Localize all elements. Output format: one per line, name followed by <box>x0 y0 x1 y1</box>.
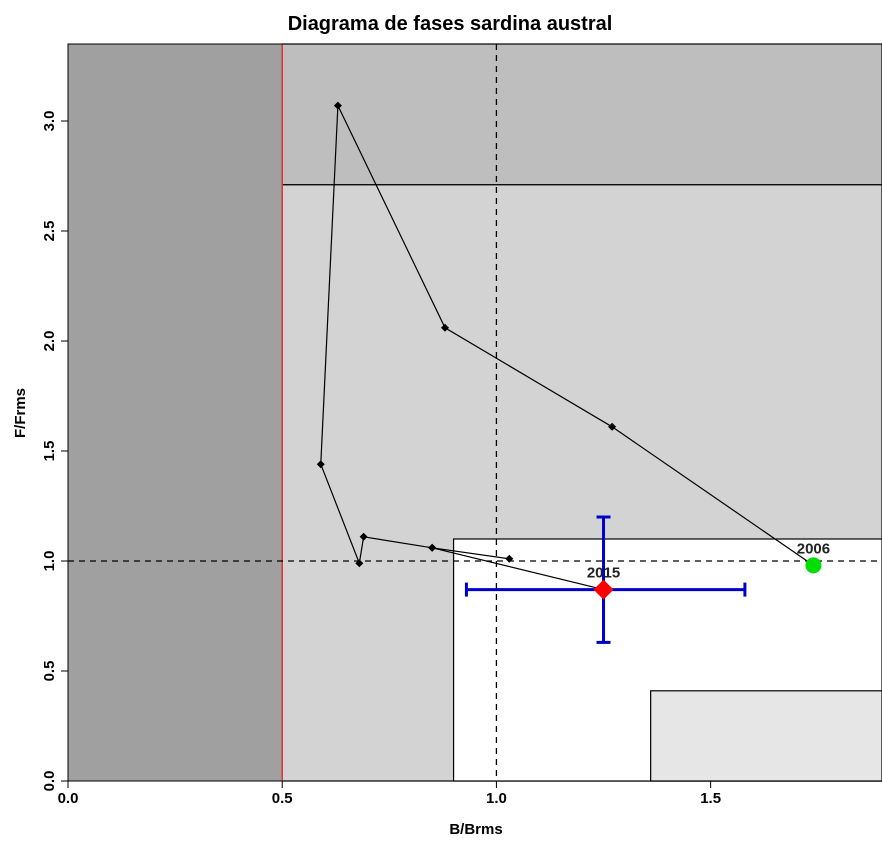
data-point <box>505 554 514 563</box>
x-tick-label: 0.0 <box>58 790 79 807</box>
reference-lines-layer <box>68 44 882 781</box>
highlight-point-2015 <box>593 579 614 600</box>
year-label-2006: 2006 <box>797 540 830 557</box>
data-point <box>333 101 342 110</box>
y-tick-label: 1.0 <box>41 551 58 572</box>
data-point <box>359 532 368 541</box>
y-tick-label: 2.0 <box>41 331 58 352</box>
data-point <box>441 323 450 332</box>
y-tick-label: 0.0 <box>41 771 58 792</box>
zones-layer <box>68 43 882 782</box>
x-tick-label: 1.0 <box>486 790 507 807</box>
highlight-point-2006 <box>805 557 822 574</box>
chart-title: Diagrama de fases sardina austral <box>288 13 613 35</box>
zone-5 <box>650 690 882 782</box>
data-point <box>608 422 617 431</box>
x-tick-label: 1.5 <box>700 790 721 807</box>
y-tick-label: 2.5 <box>41 221 58 242</box>
plot-frame <box>67 43 882 782</box>
y-tick-label: 1.5 <box>41 441 58 462</box>
y-tick-label: 0.5 <box>41 661 58 682</box>
y-axis-ticks: 0.0 0.5 1.0 1.5 2.0 2.5 3.0 <box>41 111 68 792</box>
year-label-2015: 2015 <box>587 565 620 582</box>
data-point <box>428 543 437 552</box>
zone-2 <box>281 43 882 186</box>
zone-1 <box>68 44 283 781</box>
x-axis-ticks: 0.0 0.5 1.0 1.5 <box>58 781 721 807</box>
x-axis-label: B/Brms <box>449 821 502 838</box>
y-axis-label: F/Frms <box>12 388 29 438</box>
y-tick-label: 3.0 <box>41 111 58 132</box>
data-point <box>316 460 325 469</box>
x-tick-label: 0.5 <box>272 790 293 807</box>
highlight-points-layer: 2006 2015 <box>587 540 830 600</box>
data-point <box>355 559 364 568</box>
